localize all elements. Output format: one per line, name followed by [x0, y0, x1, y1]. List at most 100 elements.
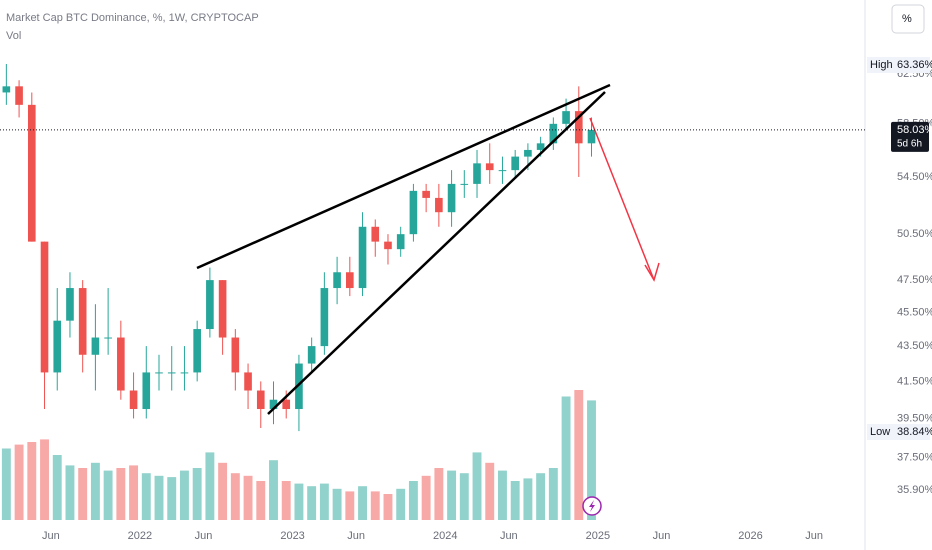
volume-bar: [447, 470, 457, 520]
x-tick-label: Jun: [653, 530, 671, 542]
chart-title: Market Cap BTC Dominance, %, 1W, CRYPTOC…: [6, 12, 259, 24]
volume-bar: [154, 475, 164, 520]
candle-body: [358, 226, 367, 289]
y-tick-label: 43.50%: [897, 340, 932, 352]
countdown-label: 5d 6h: [897, 139, 922, 150]
candle-body: [511, 156, 519, 171]
volume-bar: [1, 448, 11, 520]
candle-body: [244, 372, 252, 391]
volume-bar: [179, 470, 189, 520]
candle-body: [371, 226, 380, 242]
candle-layer: [2, 63, 596, 432]
volume-bar: [536, 473, 546, 520]
volume-bar: [230, 473, 240, 520]
candle-body: [27, 104, 36, 242]
x-tick-label: 2024: [433, 530, 457, 542]
trendline-upper: [196, 83, 611, 270]
volume-bar: [485, 462, 495, 520]
volume-bar: [523, 478, 533, 520]
candle-body: [320, 288, 329, 347]
volume-bar: [472, 452, 482, 520]
axis-layer: 62.50%58.50%54.50%50.50%47.50%45.50%43.5…: [0, 57, 932, 542]
arrow-line: [589, 117, 655, 281]
volume-bar: [587, 400, 596, 520]
candle-body: [15, 86, 23, 105]
candle-body: [485, 163, 494, 171]
scale-button-label[interactable]: %: [902, 13, 912, 25]
x-tick-label: Jun: [195, 530, 213, 542]
volume-bar: [307, 486, 317, 520]
volume-bar: [116, 468, 126, 520]
volume-bar: [548, 468, 558, 520]
volume-label: Vol: [6, 30, 21, 42]
trendline-lower: [267, 91, 606, 415]
candle-body: [167, 372, 176, 374]
candle-body: [536, 143, 545, 150]
candle-body: [218, 280, 227, 338]
scale-button[interactable]: [891, 4, 925, 34]
y-tick-label: 37.50%: [897, 451, 932, 463]
x-tick-label: Jun: [42, 530, 60, 542]
volume-bar: [498, 470, 507, 520]
y-tick-label: 50.50%: [897, 228, 932, 240]
volume-bar: [243, 475, 253, 520]
marker-box: [867, 424, 930, 440]
volume-bar: [510, 481, 520, 520]
candle-body: [231, 337, 240, 373]
y-tick-label: 39.50%: [897, 412, 932, 424]
candle-body: [307, 346, 316, 364]
volume-bar: [129, 465, 139, 520]
volume-bar: [14, 444, 24, 520]
volume-bar: [90, 462, 100, 520]
candle-body: [549, 123, 558, 144]
x-tick-label: 2026: [738, 530, 762, 542]
candle-body: [498, 170, 507, 172]
last-price-label: 58.03%: [897, 124, 932, 136]
volume-bar: [345, 491, 355, 520]
last-price-box: [891, 121, 929, 152]
marker-label: 63.36%: [897, 59, 932, 71]
volume-bar: [421, 475, 431, 520]
volume-bar: [561, 396, 571, 520]
candle-body: [78, 288, 87, 355]
volume-bar: [319, 483, 329, 520]
volume-layer: [1, 390, 596, 520]
candle-body: [295, 363, 303, 410]
candle-body: [117, 337, 125, 391]
candle-body: [524, 149, 532, 157]
candle-body: [562, 111, 570, 124]
candle-body: [435, 197, 443, 213]
volume-bar: [332, 488, 342, 520]
arrow-head: [644, 262, 660, 282]
marker-label: 38.84%: [897, 426, 932, 438]
volume-bar: [574, 390, 584, 520]
candle-body: [447, 183, 456, 213]
volume-bar: [192, 468, 202, 520]
candle-body: [346, 272, 354, 289]
candle-body: [269, 399, 278, 410]
candle-body: [574, 111, 583, 144]
candle-body: [206, 280, 214, 330]
candle-body: [409, 190, 418, 235]
candle-body: [104, 337, 112, 339]
candle-body: [91, 337, 100, 355]
candle-body: [422, 190, 430, 198]
candle-body: [473, 163, 481, 184]
volume-bar: [103, 470, 113, 520]
candle-body: [282, 399, 291, 410]
candle-body: [142, 372, 151, 410]
event-icon-bolt: [589, 500, 595, 512]
candle-body: [193, 329, 201, 373]
volume-bar: [78, 468, 88, 520]
x-tick-label: Jun: [500, 530, 518, 542]
volume-bar: [205, 452, 215, 520]
x-tick-label: Jun: [805, 530, 823, 542]
x-tick-label: 2022: [128, 530, 152, 542]
candle-body: [180, 372, 189, 374]
candle-body: [460, 183, 469, 185]
candle-body: [40, 241, 49, 373]
marker-text: High: [870, 59, 893, 71]
volume-bar: [256, 481, 266, 520]
